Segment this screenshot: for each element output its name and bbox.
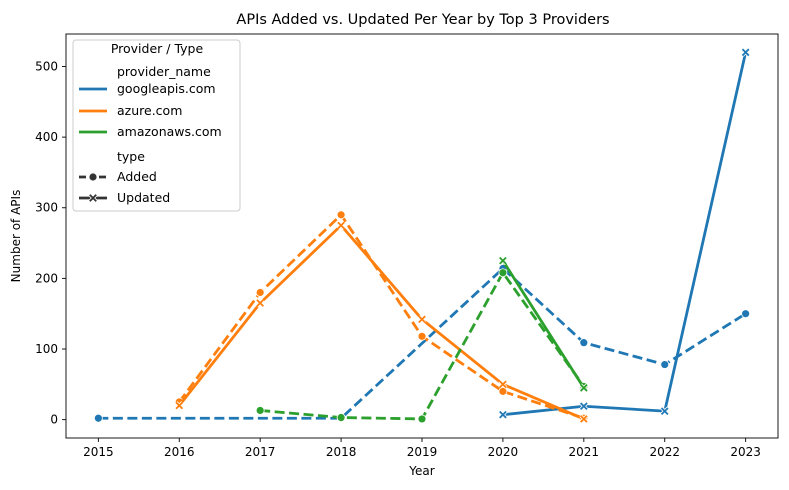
data-point-azure-com-updated (255, 298, 265, 308)
legend-item-label: azure.com (117, 103, 182, 118)
x-axis-label: Year (408, 464, 434, 478)
legend-item-label: Added (117, 169, 157, 184)
legend: Provider / Type provider_name type googl… (72, 39, 241, 212)
data-point-azure-com-updated (417, 314, 427, 324)
legend-item-label: amazonaws.com (117, 124, 222, 139)
data-point-azure-com-updated (579, 414, 589, 424)
y-tick-label: 200 (35, 271, 58, 285)
legend-marker (88, 172, 98, 182)
x-tick-label: 2018 (326, 445, 357, 459)
legend-entries: googleapis.com azure.com amazonaws.com Adde… (79, 81, 222, 205)
chart-title: APIs Added vs. Updated Per Year by Top 3… (236, 12, 609, 28)
data-point-googleapis-com-updated (579, 401, 589, 411)
legend-item-label: googleapis.com (117, 81, 216, 96)
series-line-azure-com-added (178, 213, 585, 420)
data-point-amazonaws-com-added (336, 413, 346, 422)
y-axis-label: Number of APIs (9, 190, 23, 283)
x-tick-label: 2020 (488, 445, 519, 459)
data-point-amazonaws-com-updated (498, 256, 508, 266)
data-point-googleapis-com-updated (741, 47, 751, 57)
legend-title: Provider / Type (111, 41, 204, 56)
series-line-amazonaws-com-updated (501, 259, 585, 389)
series-layer (93, 47, 751, 424)
data-point-googleapis-com-added (93, 413, 103, 423)
legend-type-header: type (117, 149, 145, 164)
legend-marker (88, 193, 98, 203)
data-point-amazonaws-com-updated (579, 383, 589, 393)
data-point-amazonaws-com-added (498, 268, 508, 278)
x-tick-label: 2017 (245, 445, 276, 459)
data-point-azure-com-added (255, 288, 265, 297)
data-point-googleapis-com-updated (660, 406, 670, 416)
data-point-azure-com-updated (174, 401, 184, 410)
data-point-azure-com-added (336, 210, 346, 220)
x-axis: 2015 2016 2017 2018 2019 2020 2021 2022 2023 (83, 438, 761, 459)
data-point-amazonaws-com-added (417, 414, 427, 424)
series-line-azure-com-updated (178, 224, 585, 421)
data-point-amazonaws-com-added (255, 406, 265, 415)
x-tick-label: 2019 (407, 445, 438, 459)
data-point-googleapis-com-added (741, 309, 751, 319)
y-tick-label: 500 (35, 59, 58, 73)
data-point-googleapis-com-added (579, 338, 589, 348)
data-point-azure-com-added (417, 331, 427, 341)
data-point-googleapis-com-added (660, 360, 670, 369)
series-line-googleapis-com-added (98, 267, 747, 420)
y-tick-label: 400 (35, 130, 58, 144)
data-point-googleapis-com-updated (498, 410, 508, 420)
x-tick-label: 2021 (569, 445, 600, 459)
y-tick-label: 300 (35, 201, 58, 215)
data-point-azure-com-updated (336, 221, 346, 230)
y-axis: 0 100 200 300 400 500 (35, 59, 66, 427)
legend-box (72, 39, 241, 212)
legend-provider-header: provider_name (117, 64, 211, 79)
x-tick-label: 2022 (649, 445, 680, 459)
data-point-azure-com-updated (498, 379, 508, 389)
x-tick-label: 2015 (83, 445, 114, 459)
x-tick-label: 2016 (164, 445, 195, 459)
legend-item-label: Updated (117, 190, 170, 205)
y-tick-label: 0 (50, 413, 58, 427)
data-point-azure-com-added (498, 386, 508, 396)
y-tick-label: 100 (35, 342, 58, 356)
x-tick-label: 2023 (730, 445, 761, 459)
series-line-googleapis-com-updated (502, 52, 748, 417)
